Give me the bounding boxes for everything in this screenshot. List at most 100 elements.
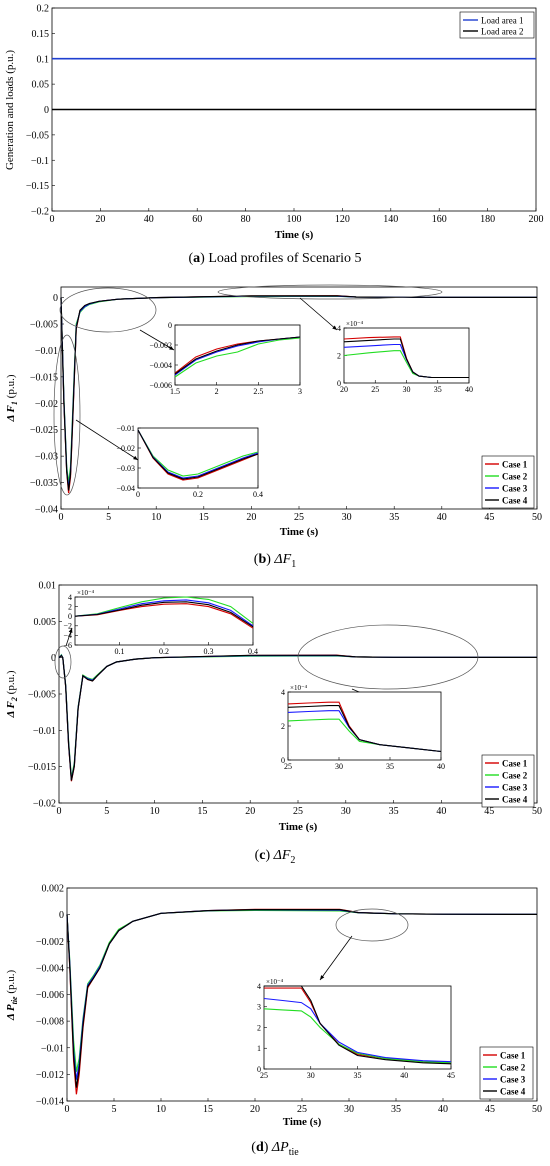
chart-b-zoom-ellipse bbox=[217, 284, 443, 300]
chart-c-legend-label: Case 4 bbox=[502, 795, 528, 805]
chart-b-inset-1-xtick-label: 2.5 bbox=[253, 387, 263, 396]
chart-b-inset-2-ytick-label: 0 bbox=[337, 379, 341, 388]
chart-b-inset-2-xtick-label: 40 bbox=[465, 385, 473, 394]
chart-b-xtick-label: 5 bbox=[106, 512, 111, 523]
chart-b-inset-1-xtick-label: 1.5 bbox=[170, 387, 180, 396]
chart-b-inset-1-xtick-label: 2 bbox=[215, 387, 219, 396]
chart-d-inset-1-xtick-label: 25 bbox=[260, 1071, 268, 1080]
chart-b-legend-label: Case 3 bbox=[502, 484, 528, 494]
chart-a-xtick-label: 100 bbox=[287, 214, 302, 225]
chart-c-xtick-label: 45 bbox=[484, 806, 494, 817]
chart-a-xtick-label: 140 bbox=[383, 214, 398, 225]
caption-d: (d) ΔPtie bbox=[251, 1140, 299, 1158]
caption-c-letter: c bbox=[259, 848, 266, 863]
chart-c-inset-1-xtick-label: 0.4 bbox=[248, 647, 258, 656]
chart-c-inset-1-ytick-label: −6 bbox=[63, 641, 72, 650]
chart-d-inset-1-ytick-label: 0 bbox=[257, 1065, 261, 1074]
chart-c-ytick-label: 0.005 bbox=[34, 617, 57, 628]
chart-c-inset-1-xtick-label: 0.3 bbox=[204, 647, 214, 656]
chart-a-ylabel: Generation and loads (p.u.) bbox=[4, 50, 16, 170]
chart-d-inset-1-line-case2 bbox=[263, 1008, 452, 1064]
chart-b-inset-2-xtick-label: 25 bbox=[371, 385, 379, 394]
chart-b-ytick-label: −0.03 bbox=[35, 452, 58, 463]
chart-d-xtick-label: 20 bbox=[250, 1104, 260, 1115]
caption-c-math: ΔF bbox=[273, 848, 291, 863]
chart-d-ytick-label: −0.002 bbox=[36, 937, 64, 948]
chart-b-ylabel: Δ F1 (p.u.) bbox=[5, 374, 19, 422]
chart-c-inset-2-ytick-label: 0 bbox=[281, 756, 285, 765]
chart-c-inset-1-xtick-label: 0.2 bbox=[159, 647, 169, 656]
chart-d-ytick-label: −0.014 bbox=[36, 1097, 64, 1108]
chart-b-inset-3-xtick-label: 0.2 bbox=[193, 490, 203, 499]
chart-b-legend-label: Case 2 bbox=[502, 472, 528, 482]
chart-c-inset-1-ytick-label: 0 bbox=[68, 612, 72, 621]
chart-d-inset-1-xtick-label: 45 bbox=[447, 1071, 455, 1080]
chart-a-legend-label: Load area 2 bbox=[481, 27, 523, 37]
chart-c-inset-2-line-case4 bbox=[287, 705, 442, 753]
chart-b-xtick-label: 0 bbox=[59, 512, 64, 523]
chart-a-xtick-label: 160 bbox=[432, 214, 447, 225]
caption-a-text: Load profiles of Scenario 5 bbox=[208, 251, 362, 266]
chart-c-zoom-ellipse bbox=[297, 624, 479, 690]
chart-c-inset-2-xtick-label: 40 bbox=[437, 762, 445, 771]
chart-b-inset-3-xtick-label: 0.4 bbox=[253, 490, 263, 499]
chart-d-xtick-label: 0 bbox=[65, 1104, 70, 1115]
chart-c-zoom-ellipse bbox=[54, 645, 72, 679]
chart-c-inset-2-ytick-label: 4 bbox=[281, 688, 285, 697]
chart-a-legend-box bbox=[459, 11, 535, 39]
chart-d-xtick-label: 5 bbox=[112, 1104, 117, 1115]
chart-c-ytick-label: −0.01 bbox=[33, 726, 56, 737]
chart-d-xtick-label: 50 bbox=[532, 1104, 542, 1115]
chart-a-xtick-label: 60 bbox=[192, 214, 202, 225]
chart-b-xtick-label: 25 bbox=[294, 512, 304, 523]
chart-a-xlabel: Time (s) bbox=[275, 229, 314, 241]
chart-a-xtick-label: 180 bbox=[480, 214, 495, 225]
chart-c-inset-1-ytick-label: 4 bbox=[68, 593, 72, 602]
chart-a-xtick-label: 120 bbox=[335, 214, 350, 225]
chart-c-xtick-label: 50 bbox=[532, 806, 542, 817]
chart-b-zoom-arrow-head bbox=[169, 345, 174, 350]
chart-b-xtick-label: 45 bbox=[484, 512, 494, 523]
chart-c-xtick-label: 5 bbox=[104, 806, 109, 817]
chart-c-inset-1-exponent: ×10⁻⁴ bbox=[77, 589, 95, 597]
chart-b-xlabel: Time (s) bbox=[280, 526, 319, 538]
chart-d-zoom-arrow-head bbox=[320, 975, 325, 980]
chart-a-xtick-label: 200 bbox=[529, 214, 544, 225]
chart-c-inset-1-line-case4 bbox=[74, 601, 254, 628]
chart-c-inset-2-exponent: ×10⁻⁴ bbox=[290, 684, 308, 692]
chart-b-zoom-ellipse bbox=[59, 287, 157, 333]
chart-b-inset-2-line-case4 bbox=[343, 338, 469, 379]
chart-d-legend-label: Case 1 bbox=[500, 1051, 526, 1061]
chart-b-inset-2-xtick-label: 35 bbox=[434, 385, 442, 394]
chart-a-legend-label: Load area 1 bbox=[481, 16, 523, 26]
chart-a-xtick-label: 40 bbox=[144, 214, 154, 225]
chart-d-ytick-label: −0.006 bbox=[36, 990, 64, 1001]
chart-d-inset-1-ytick-label: 3 bbox=[257, 1003, 261, 1012]
caption-a: (a) Load profiles of Scenario 5 bbox=[188, 251, 362, 266]
chart-c-ytick-label: 0 bbox=[51, 653, 56, 664]
chart-d-legend-label: Case 2 bbox=[500, 1063, 526, 1073]
chart-a-xtick-label: 0 bbox=[50, 214, 55, 225]
chart-c-inset-2-xtick-label: 25 bbox=[284, 762, 292, 771]
chart-c-inset-2-xtick-label: 30 bbox=[335, 762, 343, 771]
chart-d-legend-label: Case 4 bbox=[500, 1087, 526, 1097]
chart-a-ytick-label: 0.1 bbox=[37, 54, 50, 65]
chart-d-legend-label: Case 3 bbox=[500, 1075, 526, 1085]
chart-b-zoom-arrow bbox=[139, 329, 175, 351]
chart-b-xtick-label: 30 bbox=[342, 512, 352, 523]
chart-b-inset-1-line-case2 bbox=[174, 337, 301, 378]
chart-d-inset-1-ytick-label: 4 bbox=[257, 982, 261, 991]
chart-b-inset-3-xtick-label: 0 bbox=[136, 490, 140, 499]
caption-b-letter: b bbox=[258, 552, 267, 567]
chart-b-xtick-label: 50 bbox=[532, 512, 542, 523]
chart-b-zoom-arrow bbox=[299, 297, 338, 331]
chart-d-inset-1-line-case4 bbox=[264, 985, 452, 1065]
chart-b-ytick-label: −0.005 bbox=[30, 320, 58, 331]
chart-d-inset-1-frame bbox=[263, 985, 452, 1070]
caption-d-math: ΔP bbox=[271, 1140, 289, 1155]
chart-d-xtick-label: 15 bbox=[203, 1104, 213, 1115]
chart-c-line-case4 bbox=[58, 654, 538, 781]
chart-d-ytick-label: 0.002 bbox=[42, 884, 65, 895]
chart-b-xtick-label: 15 bbox=[199, 512, 209, 523]
chart-a-ytick-label: 0 bbox=[44, 105, 49, 116]
